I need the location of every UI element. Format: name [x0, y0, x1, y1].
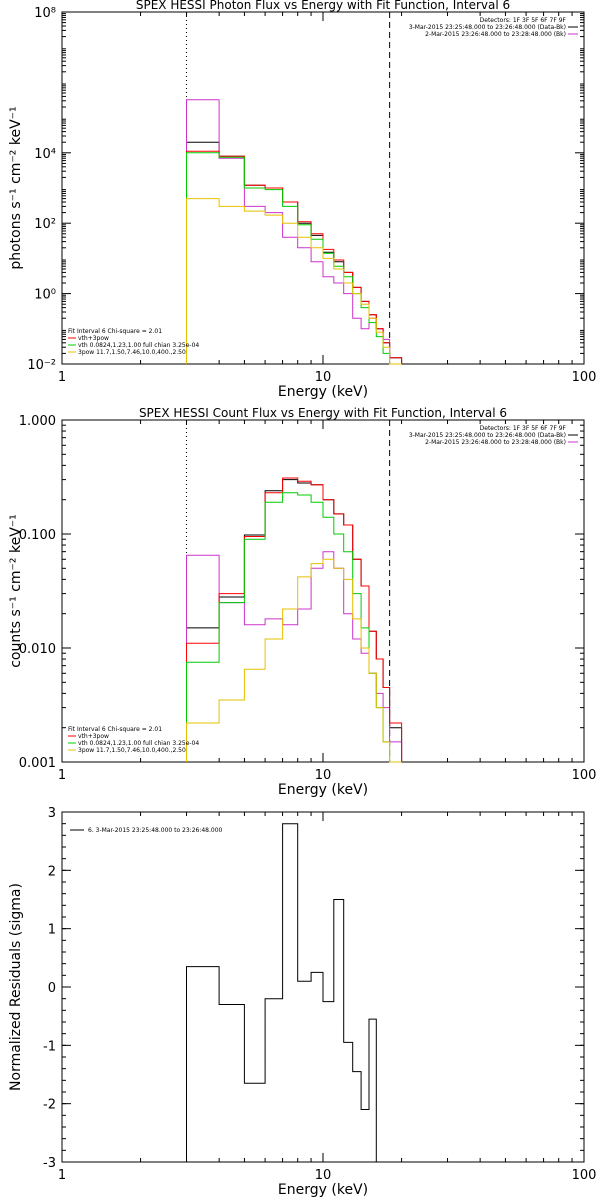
legend-entry: 3-Mar-2015 23:25:48.000 to 23:26:48.000 … — [409, 24, 566, 31]
series-line-1 — [186, 99, 402, 365]
x-tick-label: 100 — [572, 768, 597, 783]
y-axis-label: Normalized Residuals (sigma) — [8, 883, 24, 1091]
x-tick-label: 100 — [572, 1168, 597, 1183]
x-tick-label: 10 — [315, 768, 332, 783]
y-tick-label: -1 — [43, 1039, 56, 1054]
y-tick-label: 0.001 — [19, 756, 56, 771]
legend-entry: 3pow 11.7,1.50,7.46,10.0,400.,2.50 — [78, 747, 186, 754]
y-tick-label: 10⁸ — [34, 6, 56, 21]
legend-entry: Detectors: 1F 3F 5F 6F 7F 9F — [480, 17, 567, 24]
y-tick-label: 10² — [34, 217, 56, 232]
chart-title: SPEX HESSI Count Flux vs Energy with Fit… — [139, 406, 507, 420]
series-line-3 — [186, 152, 402, 365]
y-tick-label: 1 — [48, 923, 56, 938]
series-line-0 — [186, 823, 377, 1162]
y-tick-label: 1.000 — [19, 414, 56, 429]
y-tick-label: 0.100 — [19, 528, 56, 543]
y-axis-label: photons s⁻¹ cm⁻² keV⁻¹ — [8, 106, 24, 269]
series-line-0 — [186, 141, 403, 364]
x-tick-label: 10 — [315, 370, 332, 385]
legend-entry: vth+3pow — [78, 335, 109, 342]
y-tick-label: 0.010 — [19, 642, 56, 657]
y-tick-label: 2 — [48, 864, 56, 879]
series-line-4 — [186, 198, 402, 365]
count-flux-chart: 1 10 100 0.001 0.010 0.100 1.000 SPEX HESSI Cou… — [8, 406, 596, 798]
y-tick-label: 10⁰ — [34, 288, 56, 303]
legend-entry: 3pow 11.7,1.50,7.46,10.0,400.,2.50 — [78, 349, 186, 356]
x-tick-label: 1 — [58, 370, 66, 385]
legend-entry: 6. 3-Mar-2015 23:25:48.000 to 23:26:48.0… — [88, 827, 223, 834]
y-tick-label: -2 — [43, 1098, 56, 1113]
y-tick-label: 0 — [48, 981, 56, 996]
y-tick-label: 10⁻² — [27, 358, 56, 373]
legend-entry: vth 0.0824,1.23,1.00 full chian 3.25e-04 — [78, 342, 199, 349]
plot-frame — [61, 419, 585, 763]
legend-entry: 2-Mar-2015 23:26:48.000 to 23:28:48.000 … — [425, 439, 566, 446]
legend-entry: 3-Mar-2015 23:25:48.000 to 23:26:48.000 … — [409, 432, 566, 439]
legend-entry: Fit Interval 6 Chi-square = 2.01 — [68, 726, 162, 733]
plot-frame — [61, 11, 585, 365]
x-axis-label: Energy (keV) — [278, 782, 368, 798]
y-tick-label: 10⁴ — [34, 147, 56, 162]
legend-entry: Detectors: 1F 3F 5F 6F 7F 9F — [480, 425, 567, 432]
y-axis-label: counts s⁻¹ cm⁻² keV⁻¹ — [8, 514, 24, 668]
series-line-4 — [186, 558, 402, 763]
x-tick-label: 100 — [572, 370, 597, 385]
series-line-2 — [186, 477, 403, 762]
legend-entry: vth 0.0824,1.23,1.00 full chian 3.25e-04 — [78, 740, 199, 747]
residuals-chart: 1 10 100 -3 -2 -1 0 1 2 3 Energy (keV) Normalized R… — [8, 806, 596, 1198]
legend-entry: 2-Mar-2015 23:26:48.000 to 23:28:48.000 … — [425, 31, 566, 38]
x-tick-label: 1 — [58, 1168, 66, 1183]
legend-entry: vth+3pow — [78, 733, 109, 740]
y-tick-label: -3 — [43, 1156, 56, 1171]
legend-entry: Fit Interval 6 Chi-square = 2.01 — [68, 328, 162, 335]
x-axis-label: Energy (keV) — [278, 384, 368, 400]
x-tick-label: 1 — [58, 768, 66, 783]
x-axis-label: Energy (keV) — [278, 1182, 368, 1198]
photon-flux-chart: 1 10 100 10⁻² 10⁰ 10² 10⁴ 10⁸ SPEX HESSI Photon … — [8, 0, 596, 400]
chart-title: SPEX HESSI Photon Flux vs Energy with Fi… — [136, 0, 510, 12]
series-line-2 — [186, 150, 403, 364]
y-tick-label: 3 — [48, 806, 56, 821]
x-tick-label: 10 — [315, 1168, 332, 1183]
